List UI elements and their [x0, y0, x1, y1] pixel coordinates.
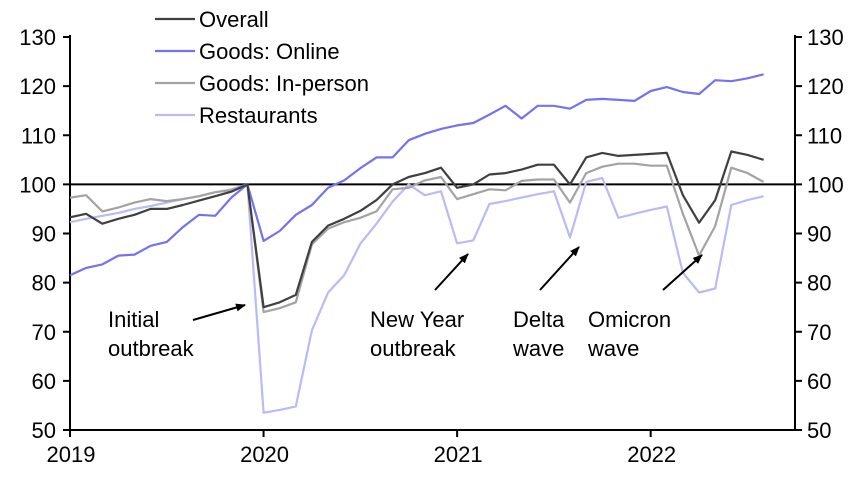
y-tick-label-right: 50: [807, 418, 831, 443]
y-tick-label-left: 110: [21, 123, 56, 148]
annotation-label: wave: [587, 336, 639, 361]
y-tick-label-left: 80: [32, 271, 56, 296]
y-tick-label-left: 120: [19, 74, 56, 99]
y-tick-label-left: 100: [19, 172, 56, 197]
x-tick-label: 2021: [434, 442, 483, 467]
series-line-goods-in-person: [69, 162, 765, 314]
annotation-label: Initial: [108, 307, 159, 332]
annotation-label: wave: [512, 336, 564, 361]
annotation-arrow: [539, 246, 580, 291]
y-tick-label-right: 70: [807, 320, 831, 345]
y-tick-label-right: 120: [807, 74, 844, 99]
y-tick-label-left: 60: [32, 369, 56, 394]
y-tick-label-right: 90: [807, 222, 831, 247]
series-line-goods-online: [69, 73, 764, 277]
annotation-arrow: [662, 254, 703, 291]
axes: 50 50 60 60 70 70 80 80 90 90 100 100 110 110 120 120 13…: [19, 25, 843, 467]
annotation-label: Omicron: [588, 307, 671, 332]
series-line-overall: [69, 150, 764, 309]
annotation-arrow: [434, 253, 469, 291]
annotation-label: outbreak: [108, 336, 195, 361]
legend: Overall Goods: Online Goods: In-person Rest…: [155, 7, 369, 128]
legend-label-restaurants: Restaurants: [199, 103, 318, 128]
x-tick-label: 2019: [47, 442, 96, 467]
annotation-label: Delta: [513, 307, 565, 332]
annotation-label: outbreak: [370, 336, 457, 361]
x-tick-label: 2022: [627, 442, 676, 467]
y-tick-label-left: 90: [32, 222, 56, 247]
legend-label-goods-online: Goods: Online: [199, 39, 340, 64]
legend-label-overall: Overall: [199, 7, 269, 32]
series-group: [69, 73, 765, 414]
y-tick-label-left: 70: [32, 320, 56, 345]
y-tick-label-right: 80: [807, 271, 831, 296]
y-tick-label-right: 110: [807, 123, 842, 148]
legend-label-goods-in-person: Goods: In-person: [199, 71, 369, 96]
y-tick-label-left: 50: [32, 418, 56, 443]
y-tick-label-right: 100: [807, 172, 844, 197]
y-tick-label-right: 130: [807, 25, 844, 50]
y-tick-label-right: 60: [807, 369, 831, 394]
y-tick-label-left: 130: [19, 25, 56, 50]
series-line-restaurants: [69, 176, 764, 414]
x-tick-label: 2020: [240, 442, 289, 467]
annotation-label: New Year: [370, 307, 464, 332]
annotations: Initial outbreak New Year outbreak Delta wave…: [108, 246, 703, 361]
annotation-arrow: [192, 303, 246, 321]
